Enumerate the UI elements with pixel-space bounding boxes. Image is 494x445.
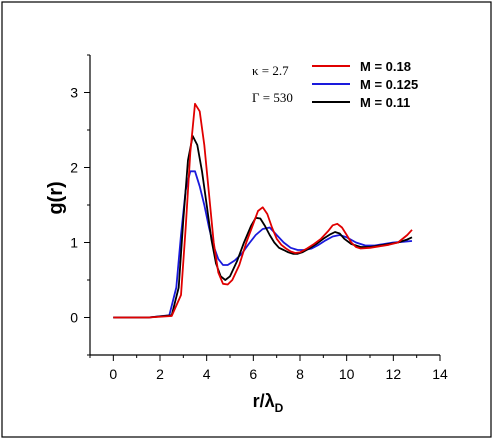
y-tick-label: 0 (70, 310, 78, 326)
x-tick-label: 14 (432, 366, 448, 382)
x-tick-label: 6 (249, 366, 257, 382)
x-tick-label: 8 (296, 366, 304, 382)
x-tick-label: 10 (339, 366, 355, 382)
y-tick-label: 3 (70, 85, 78, 101)
legend-label-m018: M = 0.18 (360, 59, 411, 74)
legend: M = 0.18 M = 0.125 M = 0.11 (312, 59, 418, 110)
x-axis-label-subscript: D (275, 401, 284, 415)
legend-label-m011: M = 0.11 (360, 95, 410, 110)
x-tick-label: 0 (109, 366, 117, 382)
series-line-m018 (113, 102, 413, 319)
figure-border (1, 1, 492, 438)
x-tick-label: 4 (203, 366, 211, 382)
x-tick-label: 2 (156, 366, 164, 382)
x-tick-label: 12 (386, 366, 402, 382)
series-layer (113, 102, 413, 319)
series-line-m0125 (113, 170, 413, 319)
y-axis-label: g(r) (45, 181, 67, 214)
series-line-m011 (113, 135, 413, 319)
annotation-gamma: Γ = 530 (252, 90, 293, 105)
annotation-kappa: κ = 2.7 (252, 63, 289, 78)
legend-label-m0125: M = 0.125 (360, 77, 418, 92)
y-tick-label: 1 (70, 235, 78, 251)
x-axis-label-main: r/λ (253, 391, 275, 411)
y-tick-label: 2 (70, 160, 78, 176)
x-axis-label: r/λD (253, 391, 284, 415)
